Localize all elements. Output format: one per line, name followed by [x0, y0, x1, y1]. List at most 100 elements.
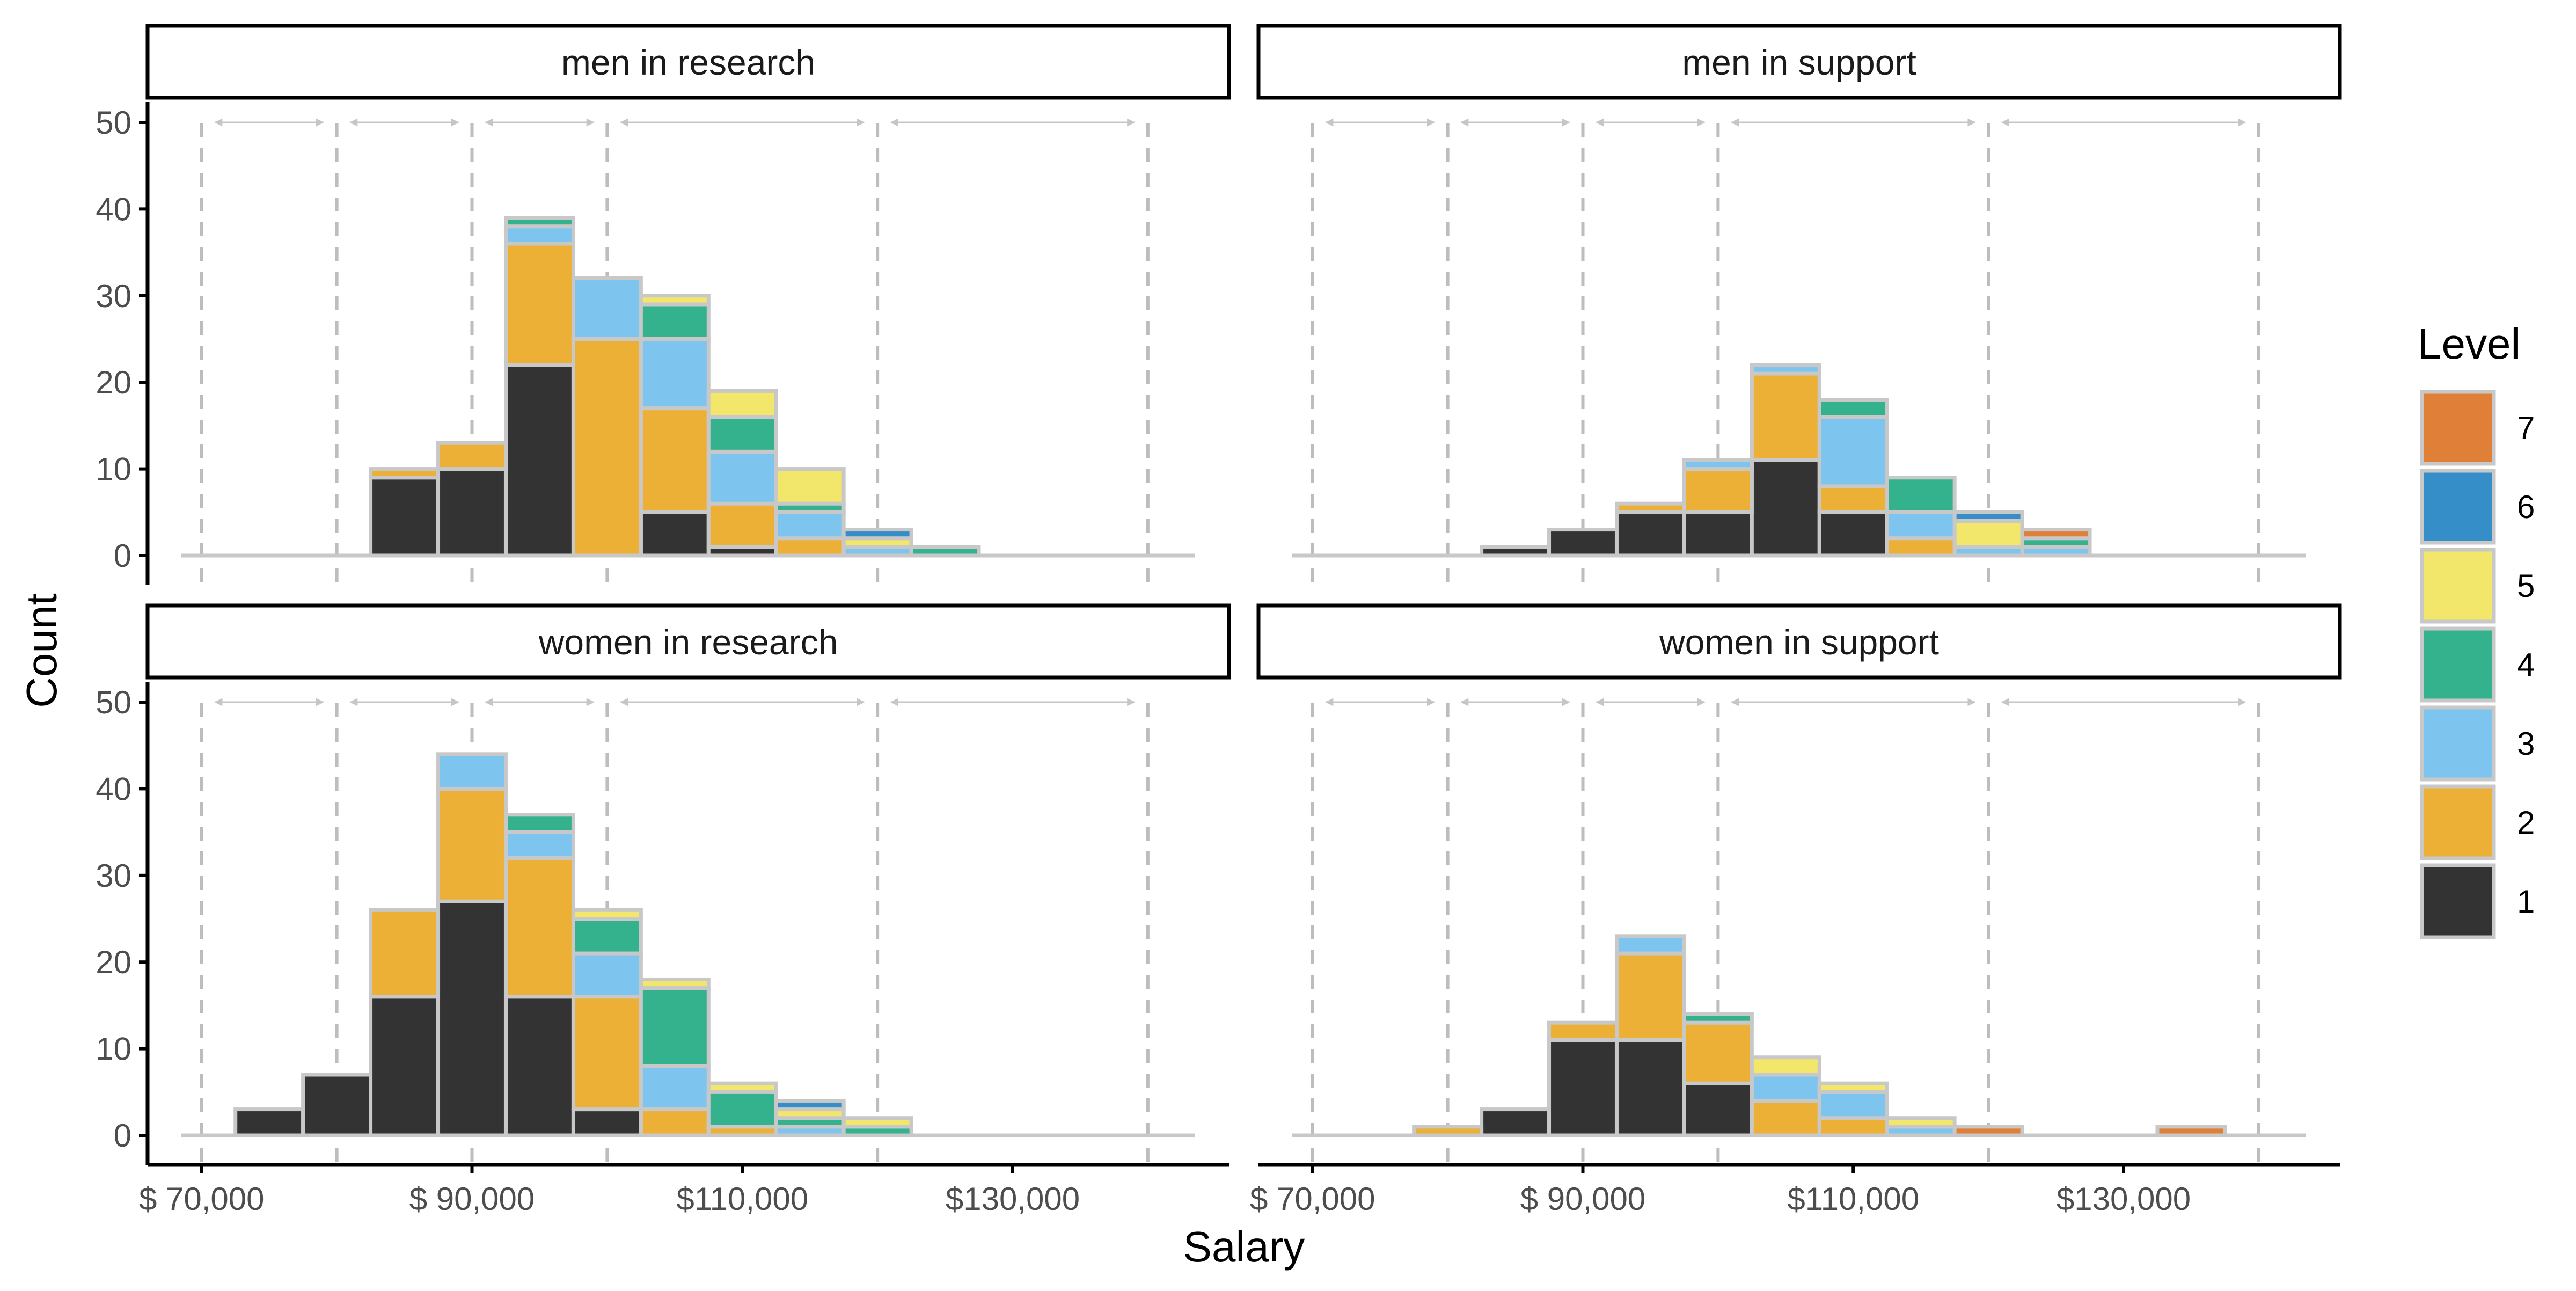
women-in-support-x-tick-label-0: $ 70,000	[1250, 1181, 1375, 1217]
men-in-research-bar-level2-bin8	[774, 536, 846, 558]
women-in-research-bar-level1-bin2	[369, 995, 441, 1137]
women-in-research-bar-level4-bin6	[639, 986, 711, 1068]
men-in-research-y-tick-label-2: 20	[96, 364, 131, 400]
legend-label-level-1: 1	[2517, 884, 2535, 920]
women-in-research-x-tick-label-1: $ 90,000	[409, 1181, 535, 1217]
women-in-support-bar-level1-bin3	[1547, 1038, 1619, 1137]
men-in-research-bar-level3-bin5	[571, 276, 643, 341]
men-in-research-bar-level2-bin2	[369, 467, 441, 480]
men-in-support-bar-level3-bin6	[1750, 363, 1821, 376]
men-in-support-bar-level5-bin9	[1952, 519, 2024, 549]
women-in-support-x-tick-label-2: $110,000	[1787, 1181, 1919, 1217]
women-in-support-bar-level2-bin3	[1547, 1020, 1619, 1042]
legend-label-level-3: 3	[2517, 726, 2535, 762]
men-in-research-bar-level4-bin4	[503, 216, 575, 229]
men-in-support-bar-level2-bin7	[1817, 484, 1889, 514]
men-in-research-bar-level3-bin6	[639, 337, 711, 411]
women-in-research-bar-level1-bin0	[233, 1107, 305, 1137]
women-in-research-y-tick-label-3: 30	[96, 858, 131, 894]
women-in-research-bar-level2-bin3	[436, 786, 508, 903]
women-in-research-bar-level2-bin5	[571, 995, 643, 1112]
women-in-research-bar-level3-bin6	[639, 1064, 711, 1112]
women-in-support-bar-level7-bin12	[2155, 1125, 2227, 1137]
women-in-research-bar-level2-bin4	[503, 856, 575, 999]
men-in-research-bar-level3-bin4	[503, 224, 575, 246]
men-in-research-bar-level4-bin6	[639, 302, 711, 341]
legend-label-level-4: 4	[2517, 647, 2535, 683]
men-in-support-bar-level3-bin7	[1817, 415, 1889, 488]
women-in-research-bar-level4-bin5	[571, 917, 643, 956]
women-in-research-bar-level2-bin6	[639, 1107, 711, 1137]
women-in-research-bar-level1-bin4	[503, 995, 575, 1137]
women-in-support-bar-level5-bin8	[1885, 1116, 1957, 1129]
men-in-research-bar-level6-bin9	[841, 528, 913, 541]
women-in-support-bar-level2-bin6	[1750, 1098, 1821, 1137]
men-in-support-bar-level1-bin2	[1480, 545, 1552, 558]
x-axis-title: Salary	[1183, 1223, 1305, 1271]
women-in-research-bar-level5-bin5	[571, 908, 643, 921]
men-in-research-bar-level1-bin3	[436, 467, 508, 558]
women-in-support-strip-label: women in support	[1659, 622, 1939, 662]
women-in-research-x-tick-label-0: $ 70,000	[139, 1181, 265, 1217]
men-in-research-y-tick-label-4: 40	[96, 191, 131, 227]
women-in-research-bar-level3-bin3	[436, 752, 508, 791]
women-in-support-bar-level5-bin7	[1817, 1081, 1889, 1094]
men-in-support-bar-level1-bin3	[1547, 528, 1619, 558]
men-in-research-y-tick-label-5: 50	[96, 105, 131, 141]
men-in-research-bar-level5-bin6	[639, 294, 711, 307]
men-in-research-y-tick-label-3: 30	[96, 278, 131, 314]
women-in-support-x-tick-label-3: $130,000	[2057, 1181, 2191, 1217]
men-in-research-bar-level3-bin8	[774, 510, 846, 541]
men-in-support-strip	[1256, 24, 2342, 100]
women-in-research-y-tick-label-0: 0	[114, 1118, 131, 1154]
women-in-support-bar-level7-bin9	[1952, 1125, 2024, 1137]
legend-label-level-7: 7	[2517, 410, 2535, 446]
women-in-research-x-tick-label-2: $110,000	[676, 1181, 808, 1217]
men-in-support-strip-label: men in support	[1682, 42, 1916, 82]
men-in-research-strip-label: men in research	[561, 42, 815, 82]
men-in-research-bar-level1-bin2	[369, 476, 441, 558]
men-in-research-bar-level1-bin6	[639, 510, 711, 558]
legend-title: Level	[2418, 320, 2520, 368]
men-in-support-bar-level3-bin5	[1682, 458, 1754, 471]
women-in-research-bar-level1-bin5	[571, 1107, 643, 1137]
men-in-research-bar-level2-bin4	[503, 242, 575, 367]
women-in-support-bar-level1-bin5	[1682, 1081, 1754, 1137]
men-in-support-bar-level2-bin4	[1614, 501, 1686, 514]
y-axis-title: Count	[18, 593, 65, 708]
women-in-support-bar-level2-bin4	[1614, 951, 1686, 1042]
men-in-research-strip	[145, 24, 1231, 100]
women-in-support-bar-level1-bin2	[1480, 1107, 1552, 1137]
women-in-support-bar-level2-bin5	[1682, 1020, 1754, 1085]
legend-label-level-6: 6	[2517, 489, 2535, 525]
men-in-research-bar-level4-bin10	[909, 545, 981, 558]
women-in-support-bar-level3-bin6	[1750, 1073, 1821, 1103]
legend-key-level-6	[2420, 469, 2496, 545]
women-in-research-bar-level5-bin7	[706, 1081, 778, 1094]
men-in-research-bar-level3-bin7	[706, 449, 778, 506]
men-in-support-bar-level2-bin8	[1885, 536, 1957, 558]
women-in-research-bar-level1-bin1	[301, 1073, 373, 1137]
men-in-support-bar-level1-bin6	[1750, 458, 1821, 558]
women-in-support-bar-level2-bin7	[1817, 1116, 1889, 1137]
legend-label-level-5: 5	[2517, 568, 2535, 604]
men-in-research-y-tick-label-0: 0	[114, 538, 131, 574]
women-in-research-bar-level3-bin4	[503, 830, 575, 860]
men-in-research-bar-level4-bin7	[706, 415, 778, 454]
men-in-research-y-tick-label-1: 10	[96, 451, 131, 487]
men-in-research-bar-level2-bin7	[706, 501, 778, 549]
legend-key-level-4	[2420, 626, 2496, 703]
women-in-research-bar-level4-bin7	[706, 1090, 778, 1129]
women-in-research-strip	[145, 603, 1231, 680]
women-in-research-bar-level1-bin3	[436, 899, 508, 1137]
women-in-support-bar-level3-bin4	[1614, 934, 1686, 956]
women-in-research-bar-level4-bin4	[503, 813, 575, 834]
women-in-research-y-tick-label-2: 20	[96, 944, 131, 980]
women-in-research-bar-level2-bin2	[369, 908, 441, 999]
women-in-support-bar-level5-bin6	[1750, 1055, 1821, 1077]
women-in-research-y-tick-label-5: 50	[96, 684, 131, 720]
women-in-support-bar-level3-bin7	[1817, 1090, 1889, 1120]
men-in-support-bar-level1-bin5	[1682, 510, 1754, 558]
